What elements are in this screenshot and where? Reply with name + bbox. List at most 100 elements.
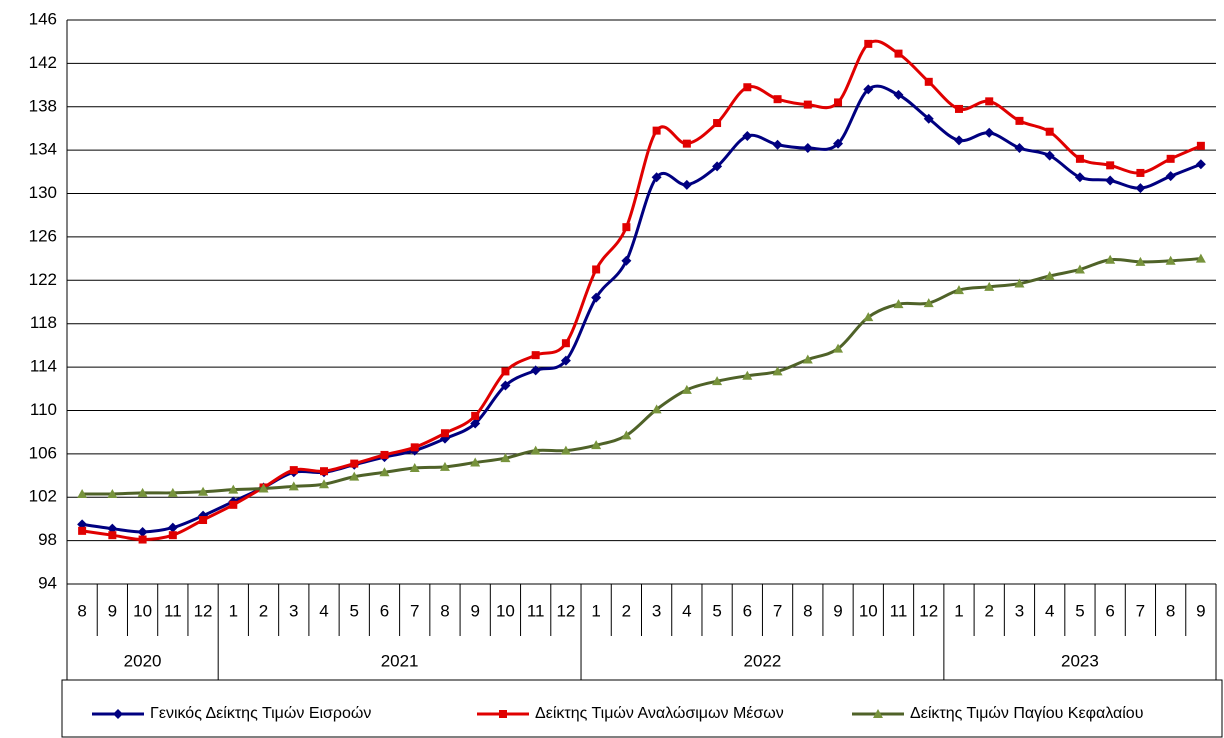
point	[984, 281, 995, 291]
point	[681, 384, 692, 394]
point	[772, 139, 783, 150]
point	[1135, 183, 1146, 194]
x-tick-label: 9	[470, 601, 479, 620]
point	[440, 429, 449, 438]
y-tick-label: 134	[29, 140, 57, 159]
point	[712, 161, 723, 172]
x-tick-label: 1	[954, 601, 963, 620]
point	[530, 365, 541, 376]
point	[1135, 256, 1146, 266]
point	[229, 500, 238, 509]
point	[651, 404, 662, 414]
x-tick-label: 1	[229, 601, 238, 620]
point	[500, 453, 511, 463]
x-tick-label: 2	[622, 601, 631, 620]
group-label: 2020	[124, 651, 162, 670]
point	[107, 488, 118, 498]
point	[1075, 154, 1084, 163]
series-line	[82, 257, 1201, 496]
point	[621, 430, 632, 440]
y-tick-label: 102	[29, 487, 57, 506]
point	[1166, 154, 1175, 163]
x-tick-label: 6	[380, 601, 389, 620]
legend-label: Δείκτης Τιμών Παγίου Κεφαλαίου	[910, 705, 1143, 722]
point	[893, 299, 904, 309]
point	[651, 172, 662, 183]
point	[924, 77, 933, 86]
x-tick-label: 9	[1196, 601, 1205, 620]
x-tick-label: 6	[743, 601, 752, 620]
y-tick-label: 106	[29, 443, 57, 462]
point	[501, 367, 510, 376]
x-tick-label: 3	[652, 601, 661, 620]
point	[591, 292, 602, 303]
y-tick-label: 110	[30, 400, 57, 419]
x-tick-label: 4	[682, 601, 691, 620]
point	[712, 376, 723, 386]
point	[833, 138, 844, 149]
x-tick-label: 8	[1166, 601, 1175, 620]
point	[681, 179, 692, 190]
point	[1105, 175, 1116, 186]
point	[198, 486, 209, 496]
point	[1165, 255, 1176, 265]
x-tick-label: 3	[1015, 601, 1024, 620]
x-tick-label: 10	[133, 601, 152, 620]
point	[1195, 253, 1206, 263]
x-tick-label: 11	[164, 601, 182, 620]
point	[591, 440, 602, 450]
point	[984, 127, 995, 138]
point	[923, 298, 934, 308]
point	[622, 223, 631, 232]
point	[531, 351, 540, 360]
point	[561, 339, 570, 348]
point	[470, 457, 481, 467]
point	[560, 445, 571, 455]
legend-marker	[113, 709, 123, 719]
point	[863, 84, 874, 95]
y-tick-label: 130	[29, 183, 57, 202]
legend-marker	[499, 710, 507, 718]
x-tick-label: 10	[859, 601, 878, 620]
point	[953, 285, 964, 295]
y-tick-label: 146	[29, 9, 57, 28]
point	[350, 459, 359, 468]
point	[1196, 141, 1205, 150]
x-tick-label: 1	[591, 601, 600, 620]
point	[621, 255, 632, 266]
y-tick-label: 118	[30, 313, 57, 332]
series-line	[81, 39, 1202, 542]
point	[530, 445, 541, 455]
point	[1014, 278, 1025, 288]
point	[1014, 142, 1025, 153]
legend: Γενικός Δείκτης Τιμών Εισροών Δείκτης Τιμ…	[92, 705, 1143, 722]
point	[78, 526, 87, 535]
x-tick-label: 12	[194, 601, 213, 620]
point	[409, 462, 420, 472]
point	[289, 466, 298, 475]
point	[1195, 159, 1206, 170]
x-tick-label: 7	[410, 601, 419, 620]
x-tick-label: 12	[556, 601, 575, 620]
x-tick-label: 9	[833, 601, 842, 620]
point	[1044, 150, 1055, 161]
point	[713, 119, 722, 128]
x-tick-label: 2	[259, 601, 268, 620]
point	[833, 343, 844, 353]
point	[894, 49, 903, 58]
point	[288, 481, 299, 491]
point	[1044, 270, 1055, 280]
legend-label: Δείκτης Τιμών Αναλώσιμων Μέσων	[535, 705, 784, 722]
x-tick-label: 8	[803, 601, 812, 620]
point	[1165, 171, 1176, 182]
x-tick-label: 7	[1136, 601, 1145, 620]
point	[953, 135, 964, 146]
point	[772, 366, 783, 376]
y-tick-label: 114	[30, 357, 57, 376]
x-tick-label: 2	[984, 601, 993, 620]
point	[1136, 168, 1145, 177]
group-label: 2021	[381, 651, 419, 670]
point	[320, 467, 329, 476]
legend-box	[61, 679, 1223, 738]
group-label: 2023	[1061, 651, 1099, 670]
